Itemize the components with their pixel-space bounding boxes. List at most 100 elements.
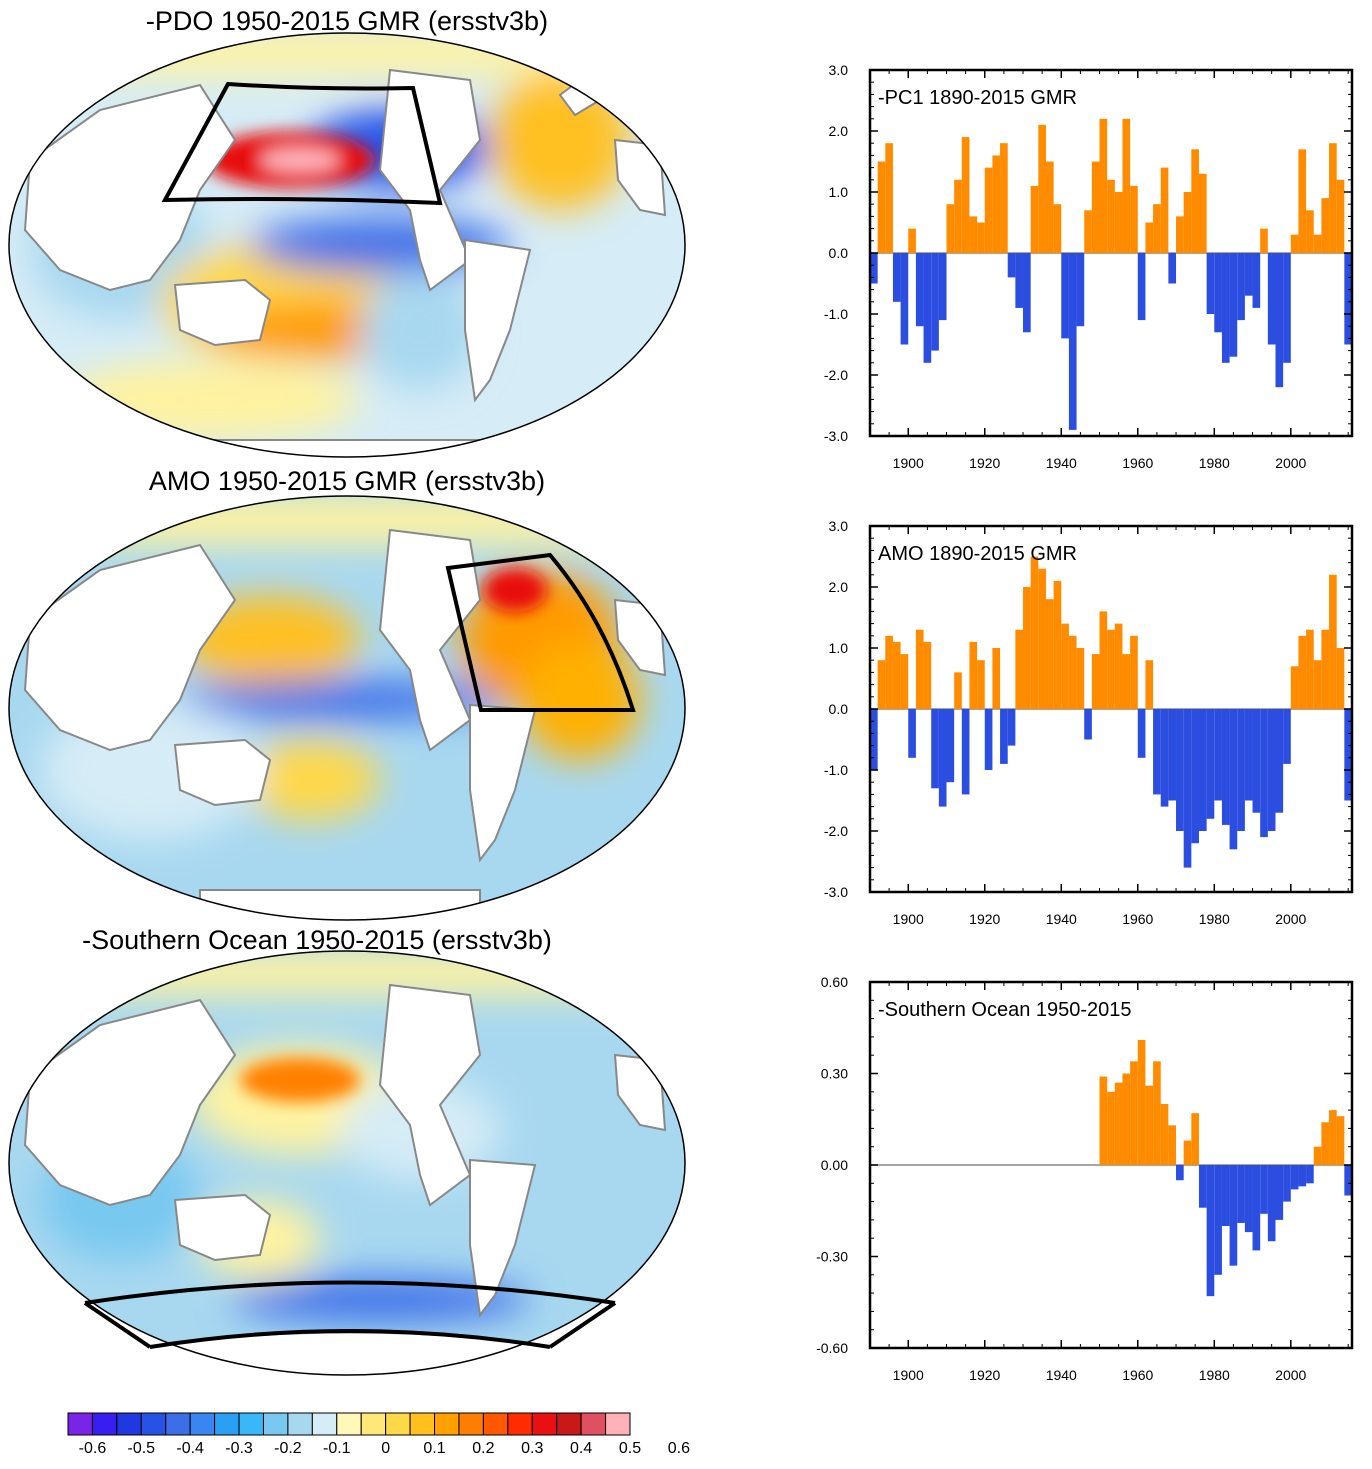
bar [1336,648,1345,709]
bar [1298,149,1307,253]
bar [1290,1165,1299,1190]
colorbar-label: -0.6 [79,1440,107,1457]
bar [1076,253,1085,327]
bar [1252,1165,1261,1251]
bar [1122,654,1131,709]
x-tick-label: 2000 [1275,455,1306,471]
bar [1084,709,1092,740]
bar [1176,216,1184,253]
map-title-pdo: -PDO 1950-2015 GMR (ersstv3b) [146,6,548,36]
bar [1084,210,1092,253]
bar [1244,253,1253,296]
bar [984,709,993,770]
bar [870,709,878,770]
bar [1260,228,1268,253]
chart-title: -PC1 1890-2015 GMR [878,87,1077,109]
bar [992,155,1001,253]
bar [1168,1125,1177,1165]
bar [931,709,939,789]
x-tick-label: 1940 [1046,455,1077,471]
bar [1130,635,1138,709]
bar [1038,568,1046,709]
bar [900,253,909,345]
bar [1045,599,1054,709]
bar [1206,253,1215,314]
x-tick-label: 1900 [893,1367,924,1383]
bar [1145,222,1154,253]
bar [923,641,932,709]
bar [915,629,924,709]
bar [1306,1165,1314,1184]
bar [1176,1165,1184,1181]
bar [1321,198,1330,253]
colorbar-label: 0.4 [570,1440,592,1457]
y-tick-label: 0.00 [821,1157,848,1173]
colorbar-swatch [165,1412,191,1436]
bar [1137,1039,1146,1165]
colorbar-swatch [385,1412,411,1436]
colorbar-label: 0.3 [521,1440,543,1457]
bar [1214,253,1222,333]
colorbar-swatch [556,1412,582,1436]
bar [885,143,893,253]
bar [1091,654,1100,709]
y-tick-label: -2.0 [824,823,848,839]
bar [1275,709,1284,813]
y-tick-label: 3.0 [829,518,849,534]
colorbar-label: -0.4 [176,1440,204,1457]
bar [1107,1091,1115,1165]
bar [1061,253,1069,339]
y-tick-label: 0.30 [821,1066,848,1082]
colorbar-label: 0.6 [668,1440,690,1457]
bar [1336,1116,1345,1165]
bar [1038,124,1046,254]
bar [1329,1110,1337,1165]
chart-southern-ocean: 0.60 0.30 0.00 -0.30 -0.60 1900 1920 1940 1960 19… [816,974,1354,1383]
bar [1229,253,1238,357]
bar [1183,709,1192,868]
bar [1336,179,1345,253]
bar [1313,1146,1322,1165]
bar [1267,1165,1276,1242]
colorbar-label: 0 [381,1440,390,1457]
bar [961,709,970,795]
colorbar-label: 0.5 [619,1440,641,1457]
colorbar-label: 0.2 [472,1440,494,1457]
bar [1298,635,1307,709]
y-tick-label: -0.60 [816,1340,848,1356]
map-amo [9,496,685,920]
bar [954,672,962,709]
bar [946,204,955,253]
bar [1145,1085,1154,1165]
x-tick-label: 1980 [1199,1367,1230,1383]
x-tick-label: 1940 [1046,1367,1077,1383]
bar [1191,149,1199,253]
bar [908,709,916,758]
y-tick-label: 3.0 [829,62,849,78]
bar [1198,709,1207,831]
bar [1137,253,1146,321]
bar [1306,210,1314,253]
colorbar-swatch [482,1412,509,1436]
x-tick-label: 1920 [969,911,1000,927]
chart-title: AMO 1890-2015 GMR [878,543,1077,565]
bar [1023,587,1031,709]
bar [1283,1165,1291,1202]
bar [1068,635,1077,709]
y-tick-label: -1.0 [824,762,848,778]
x-tick-label: 1960 [1122,911,1153,927]
map-pdo [9,33,685,457]
colorbar-swatch [336,1412,362,1436]
bar [1122,1073,1131,1165]
bar [1267,709,1276,831]
bar [1252,709,1261,813]
bar [1107,179,1115,253]
colorbar-swatch [531,1412,558,1436]
bar [870,253,878,284]
colorbar-label: -0.5 [128,1440,156,1457]
map-title-amo: AMO 1950-2015 GMR (ersstv3b) [149,466,545,496]
y-tick-label: -2.0 [824,367,848,383]
bar [900,654,909,709]
bar [923,253,932,363]
bar [1283,253,1291,363]
